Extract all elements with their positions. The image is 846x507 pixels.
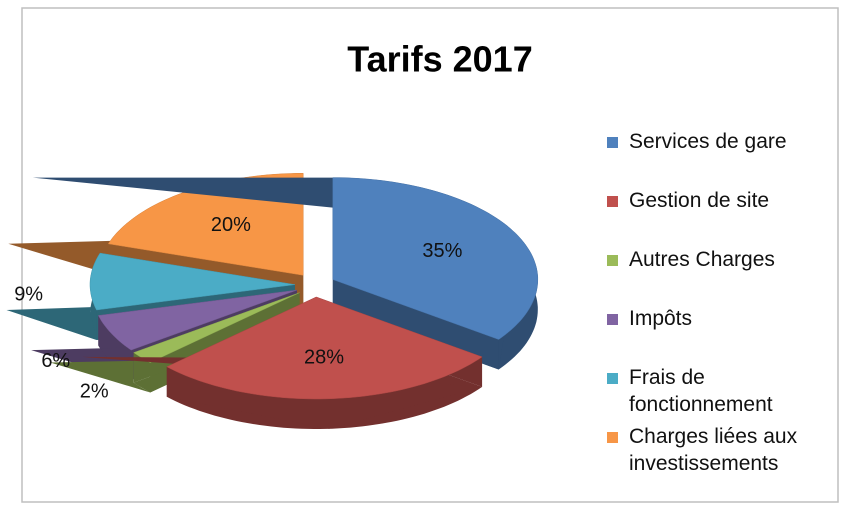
legend-swatch bbox=[607, 255, 618, 266]
legend-label: Charges liées aux investissements bbox=[629, 425, 798, 475]
data-label: 35% bbox=[422, 240, 462, 262]
pie-slice-group bbox=[32, 177, 539, 370]
legend-swatch bbox=[607, 432, 618, 443]
legend-label: Impôts bbox=[629, 307, 693, 330]
pie-slice bbox=[97, 289, 297, 351]
pie-slice bbox=[89, 252, 296, 311]
legend-item: Autres Charges bbox=[607, 246, 832, 305]
legend-swatch bbox=[607, 137, 618, 148]
slice-wall bbox=[50, 352, 151, 393]
legend-label: Services de gare bbox=[629, 130, 787, 153]
data-label: 20% bbox=[211, 214, 251, 236]
data-label: 9% bbox=[14, 284, 43, 306]
legend-label: Gestion de site bbox=[629, 189, 770, 212]
slice-side bbox=[332, 279, 499, 370]
chart-title: Tarifs 2017 bbox=[347, 39, 532, 80]
legend-item: Gestion de site bbox=[607, 187, 832, 246]
legend-swatch bbox=[607, 196, 618, 207]
legend-item: Services de gare bbox=[607, 128, 832, 187]
legend-label: Autres Charges bbox=[629, 248, 775, 271]
legend-swatch bbox=[607, 373, 618, 384]
pie-slice-group bbox=[82, 296, 483, 429]
data-label: 6% bbox=[41, 350, 70, 372]
legend: Services de gare Gestion de site Autres Ch… bbox=[607, 128, 832, 482]
legend-item: Impôts bbox=[607, 305, 832, 364]
data-label: 28% bbox=[304, 346, 344, 368]
pie-slice bbox=[166, 296, 483, 400]
legend-swatch bbox=[607, 314, 618, 325]
legend-item: Frais de fonctionnement bbox=[607, 364, 832, 423]
legend-item: Charges liées aux investissements bbox=[607, 423, 832, 482]
legend-label: Frais de fonctionnement bbox=[629, 366, 773, 416]
slice-wall bbox=[6, 253, 100, 340]
data-label: 2% bbox=[80, 380, 109, 402]
pie-slice bbox=[332, 177, 539, 340]
